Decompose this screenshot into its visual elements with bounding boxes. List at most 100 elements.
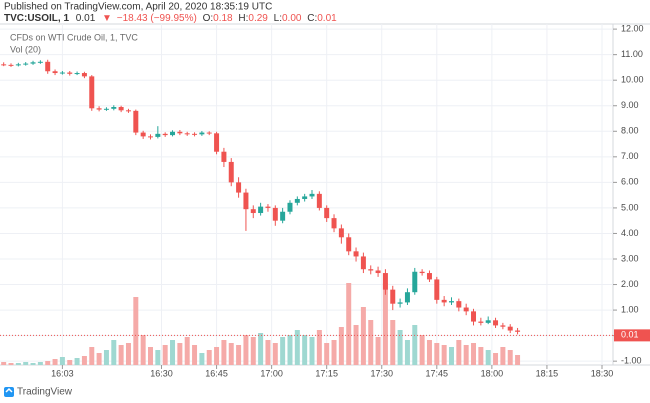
y-tick-label: 4.00 [621,228,639,238]
volume-bar [316,330,322,365]
volume-bar [390,320,396,365]
brand-icon-mark [5,387,13,393]
volume-bar [353,325,359,365]
volume-bar [228,343,234,365]
candle-body [507,326,513,331]
x-tick-label: 17:30 [370,368,393,378]
candle-body [346,237,352,252]
volume-bar [434,343,440,365]
x-tick-label: 17:45 [426,368,449,378]
candle-body [493,320,499,326]
symbol-legend: TVC:USOIL, 1 0.01 ▼ −18.43 (−99.95%) O:0… [4,13,337,24]
volume-bar [507,350,513,365]
volume-bar [192,345,198,365]
y-tick-label: 12.00 [621,23,644,33]
y-tick-label: -1.00 [621,356,642,366]
volume-bar [360,307,366,365]
ohlc-label: H: [238,13,248,24]
candle-body [15,64,21,66]
volume-bar [206,350,212,365]
candle-body [265,206,271,208]
volume-bar [456,340,462,365]
candle-body [426,273,432,280]
candle-body [23,63,29,65]
volume-bar [404,340,410,365]
candle-body [162,133,168,136]
last-value: 0.01 [76,13,96,24]
volume-bar [74,358,80,365]
candle-body [272,207,278,221]
candle-body [74,73,80,75]
chart-title: CFDs on WTI Crude Oil, 1, TVC [10,32,138,42]
volume-bar [67,360,73,365]
x-tick-label: 18:00 [481,368,504,378]
candle-body [89,76,95,109]
volume-bar [493,353,499,365]
volume-bar [133,297,139,365]
volume-bar [280,337,286,365]
volume-bar [500,347,506,365]
candle-body [8,64,14,66]
ohlc-value: 0.29 [248,13,268,24]
volume-bar [243,335,249,365]
y-tick-label: 3.00 [621,253,639,263]
volume-bar [59,357,65,365]
y-tick-label: 2.00 [621,279,639,289]
last-price-label: 0.01 [621,330,639,340]
volume-bar [368,320,374,365]
candle-body [206,132,212,134]
candle-body [250,209,256,214]
volume-bar [346,283,352,365]
candle-body [471,311,477,322]
x-tick-label: 18:30 [591,368,614,378]
volume-bar [155,350,161,365]
candle-body [67,72,73,74]
candle-body [37,61,43,63]
candle-body [485,320,491,323]
candle-body [199,132,205,135]
candle-body [434,279,440,300]
y-tick-label: 11.00 [621,49,643,59]
candle-body [412,271,418,293]
candle-body [368,269,374,271]
volume-bar [103,350,109,365]
candle-body [214,133,220,152]
candle-body [59,72,65,74]
volume-bar [52,359,58,365]
volume-bar [15,363,21,365]
candle-body [258,206,264,214]
brand-name: TradingView [17,387,73,398]
x-tick-label: 16:03 [51,368,74,378]
candle-body [103,108,109,110]
ohlc-label: L: [274,13,282,24]
volume-bar [375,337,381,365]
published-note: Published on TradingView.com, April 20, … [4,2,272,13]
candle-body [515,330,521,332]
candle-body [316,193,322,208]
candle-body [397,302,403,304]
volume-bar [382,283,388,365]
volume-bar [426,340,432,365]
volume-bar [471,343,477,365]
candle-body [111,107,117,109]
volume-bar [485,350,491,365]
candle-body [155,133,161,137]
y-tick-label: 9.00 [621,100,639,110]
x-tick-label: 17:15 [315,368,338,378]
candle-body [148,136,153,138]
candle-body [236,182,242,193]
volume-bar [265,340,271,365]
candle-body [125,110,131,112]
candle-body [221,151,227,162]
volume-bar [324,343,330,365]
x-tick-label: 18:15 [536,368,559,378]
candle-body [52,71,58,74]
volume-bar [221,340,227,365]
ohlc-label: C: [307,13,317,24]
candle-body [404,292,410,303]
ohlc-value: 0.00 [282,13,302,24]
candle-body [177,131,183,134]
y-tick-label: 1.00 [621,304,639,314]
